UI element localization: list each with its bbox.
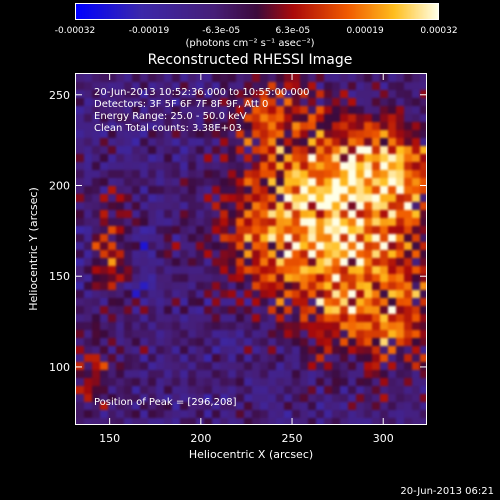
- x-axis-tick-label: 250: [282, 432, 303, 445]
- annotation-detectors: Detectors: 3F 5F 6F 7F 8F 9F, Att 0: [94, 99, 269, 110]
- y-axis-tick-label: 150: [49, 270, 70, 283]
- colorbar-tick-label: 0.00019: [346, 26, 384, 36]
- chart-title: Reconstructed RHESSI Image: [147, 52, 353, 68]
- footer-timestamp: 20-Jun-2013 06:21: [400, 486, 494, 497]
- y-axis-tick-label: 200: [49, 179, 70, 192]
- colorbar-tick-label: -6.3e-05: [202, 26, 241, 36]
- x-axis-label: Heliocentric X (arcsec): [189, 448, 313, 461]
- plot-area: [75, 73, 427, 425]
- colorbar-unit-label: (photons cm⁻² s⁻¹ asec⁻²): [185, 38, 315, 49]
- y-axis-tick-label: 250: [49, 89, 70, 102]
- x-axis-tick-label: 150: [99, 432, 120, 445]
- annotation-time-range: 20-Jun-2013 10:52:36.000 to 10:55:00.000: [94, 87, 310, 98]
- colorbar: [75, 3, 439, 20]
- annotation-energy-range: Energy Range: 25.0 - 50.0 keV: [94, 111, 247, 122]
- annotation-method-counts: Clean Total counts: 3.38E+03: [94, 123, 242, 134]
- annotation-peak-position: Position of Peak = [296,208]: [94, 397, 237, 408]
- x-axis-tick-label: 200: [190, 432, 211, 445]
- colorbar-tick-label: -0.00032: [54, 26, 96, 36]
- colorbar-tick-label: 6.3e-05: [275, 26, 311, 36]
- colorbar-tick-label: -0.00019: [128, 26, 170, 36]
- y-axis-tick-label: 100: [49, 361, 70, 374]
- heatmap-image: [76, 74, 426, 424]
- colorbar-tick-label: 0.00032: [420, 26, 458, 36]
- y-axis-label: Heliocentric Y (arcsec): [27, 187, 40, 311]
- x-axis-tick-label: 300: [373, 432, 394, 445]
